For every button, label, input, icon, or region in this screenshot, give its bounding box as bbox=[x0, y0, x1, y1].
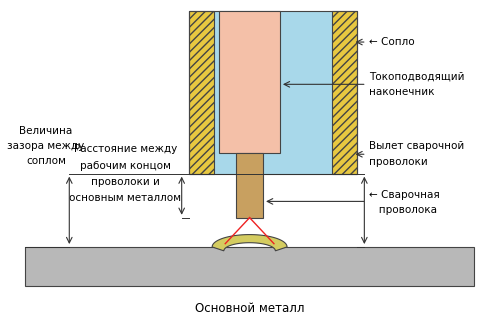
Text: ← Сварочная: ← Сварочная bbox=[369, 190, 440, 200]
Bar bbox=[219, 11, 280, 153]
Text: проволоки и: проволоки и bbox=[91, 177, 160, 187]
Text: основным металлом: основным металлом bbox=[69, 193, 182, 203]
Bar bbox=[189, 11, 357, 174]
Text: Основной металл: Основной металл bbox=[195, 302, 305, 315]
Text: наконечник: наконечник bbox=[369, 88, 434, 97]
Bar bbox=[236, 153, 263, 218]
Bar bbox=[331, 11, 357, 174]
Bar bbox=[25, 247, 474, 286]
Bar bbox=[189, 11, 214, 174]
Polygon shape bbox=[212, 235, 287, 251]
Text: Расстояние между: Расстояние между bbox=[74, 144, 177, 154]
Text: проволока: проволока bbox=[369, 205, 437, 215]
Text: зазора между: зазора между bbox=[7, 141, 84, 151]
Text: Токоподводящий: Токоподводящий bbox=[369, 71, 465, 81]
Text: рабочим концом: рабочим концом bbox=[80, 161, 171, 171]
Bar bbox=[214, 11, 331, 174]
Text: соплом: соплом bbox=[26, 156, 66, 166]
Text: Величина: Величина bbox=[19, 127, 73, 136]
Text: Вылет сварочной: Вылет сварочной bbox=[369, 141, 464, 151]
Text: проволоки: проволоки bbox=[369, 157, 428, 167]
Text: ← Сопло: ← Сопло bbox=[369, 37, 415, 47]
